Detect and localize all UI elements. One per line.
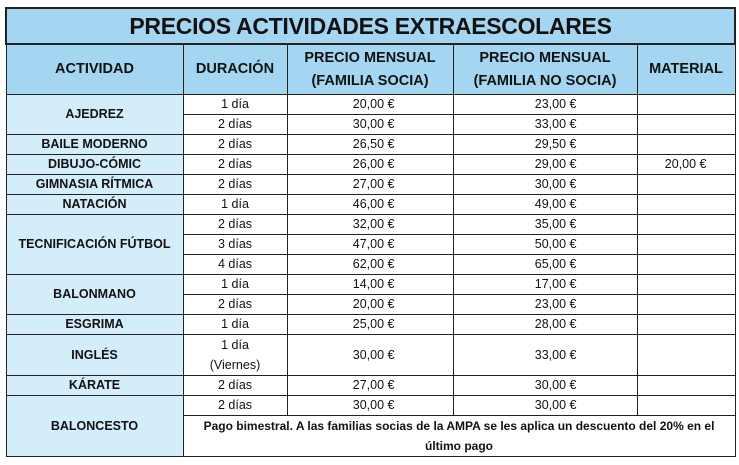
prices-table: PRECIOS ACTIVIDADES EXTRAESCOLARES ACTIV…: [4, 7, 737, 457]
activity-name: TECNIFICACIÓN FÚTBOL: [5, 214, 184, 275]
price-socia-cell: 14,00 €: [286, 274, 454, 295]
material-cell: [636, 274, 736, 295]
table-row: BAILE MODERNO 2 días 26,50 €29,50 €: [5, 134, 736, 155]
price-no-socia-cell: 28,00 €: [452, 314, 638, 335]
price-socia-cell: 32,00 €: [286, 214, 454, 235]
activity-name: BALONCESTO: [5, 395, 184, 457]
price-socia-cell: 30,00 €: [286, 395, 454, 416]
price-socia-cell: 20,00 €: [286, 94, 454, 115]
price-socia-cell: 26,00 €: [286, 154, 454, 175]
duration-cell: 2 días: [182, 154, 288, 175]
material-cell: [636, 134, 736, 155]
material-cell: [636, 94, 736, 115]
material-cell: [636, 314, 736, 335]
price-no-socia-cell: 29,50 €: [452, 134, 638, 155]
duration-cell: 1 día: [182, 194, 288, 215]
material-cell: [636, 334, 736, 376]
table-row: NATACIÓN 1 día 46,00 €49,00 €: [5, 194, 736, 215]
table-row: 4 días 62,00 €65,00 €: [6, 254, 736, 275]
header-precio-socia: PRECIO MENSUAL (FAMILIA SOCIA): [286, 43, 454, 95]
price-socia-cell: 62,00 €: [286, 254, 454, 275]
table-row: TECNIFICACIÓN FÚTBOL 2 días 32,00 €35,00 €: [5, 214, 736, 275]
duration-cell: 3 días: [182, 234, 288, 255]
material-cell: [636, 375, 736, 396]
price-no-socia-cell: 33,00 €: [452, 114, 638, 135]
duration-cell: 2 días: [182, 214, 288, 235]
duration-cell: 2 días: [182, 395, 288, 416]
duration-cell: 2 días: [182, 294, 288, 315]
table-row: DIBUJO-CÓMIC 2 días 26,00 €29,00 €20,00 €: [5, 154, 736, 175]
table-row: KÁRATE 2 días 27,00 €30,00 €: [5, 375, 736, 396]
table-row: ESGRIMA 1 día 25,00 €28,00 €: [5, 314, 736, 335]
price-no-socia-cell: 49,00 €: [452, 194, 638, 215]
material-cell: 20,00 €: [636, 154, 736, 175]
price-no-socia-cell: 23,00 €: [452, 294, 638, 315]
material-cell: [636, 254, 736, 275]
price-no-socia-cell: 30,00 €: [452, 395, 638, 416]
activity-name: GIMNASIA RÍTMICA: [5, 174, 184, 195]
activity-name: NATACIÓN: [5, 194, 184, 215]
activity-name: BALONMANO: [5, 274, 184, 315]
table-row: BALONCESTO 2 días 30,00 €30,00 €: [5, 395, 736, 457]
price-no-socia-cell: 17,00 €: [452, 274, 638, 295]
price-no-socia-cell: 35,00 €: [452, 214, 638, 235]
table-row: 3 días 47,00 €50,00 €: [6, 234, 736, 255]
duration-cell: 2 días: [182, 134, 288, 155]
header-row: ACTIVIDAD DURACIÓN PRECIO MENSUAL (FAMILI…: [5, 43, 736, 95]
price-socia-cell: 30,00 €: [286, 334, 454, 376]
note-row: Pago bimestral. A las familias socias de…: [6, 415, 736, 457]
table-row: AJEDREZ 1 día 20,00 €23,00 €: [5, 94, 736, 135]
header-actividad: ACTIVIDAD: [5, 43, 184, 95]
activity-name: INGLÉS: [5, 334, 184, 376]
duration-cell: 2 días: [182, 114, 288, 135]
price-no-socia-cell: 50,00 €: [452, 234, 638, 255]
material-cell: [636, 395, 736, 416]
price-socia-cell: 25,00 €: [286, 314, 454, 335]
price-socia-cell: 20,00 €: [286, 294, 454, 315]
table-row: INGLÉS 1 día (Viernes) 30,00 €33,00 €: [5, 334, 736, 376]
material-cell: [636, 234, 736, 255]
duration-cell: 1 día: [182, 274, 288, 295]
price-socia-cell: 30,00 €: [286, 114, 454, 135]
price-socia-cell: 27,00 €: [286, 174, 454, 195]
table-row: BALONMANO 1 día 14,00 €17,00 €: [5, 274, 736, 315]
table-title: PRECIOS ACTIVIDADES EXTRAESCOLARES: [4, 7, 737, 45]
material-cell: [636, 194, 736, 215]
price-no-socia-cell: 30,00 €: [452, 375, 638, 396]
material-cell: [636, 114, 736, 135]
activity-name: KÁRATE: [5, 375, 184, 396]
duration-cell: 1 día: [182, 94, 288, 115]
header-precio-no-socia: PRECIO MENSUAL (FAMILIA NO SOCIA): [452, 43, 638, 95]
header-duracion: DURACIÓN: [182, 43, 288, 95]
activity-name: AJEDREZ: [5, 94, 184, 135]
header-material: MATERIAL: [636, 43, 736, 95]
duration-cell: 1 día: [182, 314, 288, 335]
price-no-socia-cell: 65,00 €: [452, 254, 638, 275]
price-socia-cell: 27,00 €: [286, 375, 454, 396]
material-cell: [636, 214, 736, 235]
price-no-socia-cell: 23,00 €: [452, 94, 638, 115]
material-cell: [636, 294, 736, 315]
activity-name: ESGRIMA: [5, 314, 184, 335]
table-row: GIMNASIA RÍTMICA 2 días 27,00 €30,00 €: [5, 174, 736, 195]
payment-note: Pago bimestral. A las familias socias de…: [182, 415, 736, 457]
duration-cell: 2 días: [182, 375, 288, 396]
activity-name: DIBUJO-CÓMIC: [5, 154, 184, 175]
price-no-socia-cell: 30,00 €: [452, 174, 638, 195]
duration-cell: 2 días: [182, 174, 288, 195]
price-no-socia-cell: 33,00 €: [452, 334, 638, 376]
material-cell: [636, 174, 736, 195]
price-socia-cell: 26,50 €: [286, 134, 454, 155]
price-no-socia-cell: 29,00 €: [452, 154, 638, 175]
duration-cell: 4 días: [182, 254, 288, 275]
duration-cell: 1 día (Viernes): [182, 334, 288, 376]
price-socia-cell: 47,00 €: [286, 234, 454, 255]
activity-name: BAILE MODERNO: [5, 134, 184, 155]
price-socia-cell: 46,00 €: [286, 194, 454, 215]
